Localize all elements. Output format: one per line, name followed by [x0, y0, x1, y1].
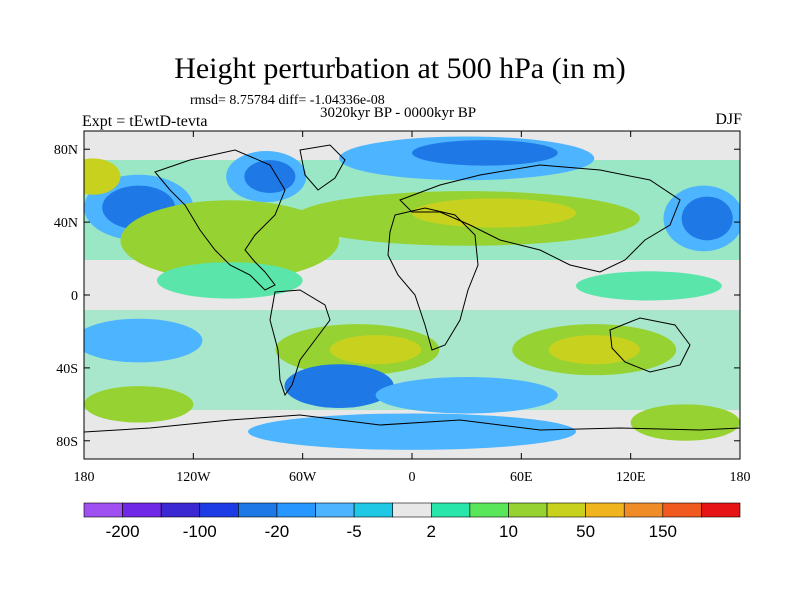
coast-antarctica — [84, 414, 740, 433]
colorbar-label-6: 50 — [576, 522, 595, 541]
colorbar-swatch-1 — [122, 502, 162, 518]
colorbar-label-7: 150 — [649, 522, 677, 541]
period-label: 3020kyr BP - 0000kyr BP — [320, 105, 477, 121]
field-blob-2 — [84, 158, 121, 195]
colorbar-swatch-16 — [701, 502, 741, 518]
field-blob-3 — [120, 200, 340, 281]
map-axes: 80N 40N 0 40S 80S 180 120W 60W 0 60E 120E 180 — [54, 131, 751, 485]
colorbar-swatch-8 — [392, 502, 432, 518]
lon-label-6: 180 — [730, 470, 751, 485]
colorbar-swatch-2 — [160, 502, 201, 518]
coast-greenland — [299, 144, 346, 191]
lat-label-1: 40N — [54, 216, 78, 231]
colorbar-swatch-13 — [585, 502, 625, 518]
colorbar-label-5: 10 — [499, 522, 518, 541]
field-blob-21 — [375, 377, 558, 414]
colorbar-label-4: 2 — [427, 522, 436, 541]
coast-north-america — [154, 149, 286, 291]
field-blob-9 — [412, 198, 576, 228]
colorbar-swatch-10 — [469, 502, 509, 518]
colorbar-swatch-9 — [430, 502, 471, 518]
coast-south-america — [269, 289, 331, 397]
lat-label-2: 0 — [71, 289, 78, 304]
coast-australia — [609, 317, 691, 373]
colorbar: -200 -100 -20 -5 2 10 50 150 — [83, 502, 741, 541]
colorbar-label-1: -100 — [183, 522, 217, 541]
field-blob-20 — [284, 364, 394, 408]
field-blob-23 — [630, 404, 740, 441]
colorbar-swatch-11 — [508, 502, 548, 518]
colorbar-swatch-7 — [353, 502, 394, 518]
lon-label-0: 180 — [74, 470, 95, 485]
colorbar-swatch-4 — [238, 502, 278, 518]
colorbar-swatch-5 — [276, 502, 316, 518]
colorbar-swatch-15 — [662, 502, 702, 518]
field-blob-5 — [244, 160, 296, 193]
field-blob-19 — [548, 335, 640, 365]
field-layer — [84, 131, 740, 459]
coastlines — [84, 144, 740, 433]
colorbar-swatch-12 — [546, 502, 586, 518]
plot-title: Height perturbation at 500 hPa (in m) — [174, 52, 626, 85]
colorbar-swatch-14 — [623, 502, 664, 518]
colorbar-swatch-3 — [199, 502, 239, 518]
lat-label-3: 40S — [56, 362, 78, 377]
field-blob-14 — [84, 318, 203, 363]
colorbar-label-0: -200 — [106, 522, 140, 541]
field-blob-22 — [248, 413, 576, 450]
stats-text: rmsd= 8.75784 diff= -1.04336e-08 — [190, 93, 385, 108]
colorbar-swatch-6 — [315, 502, 355, 518]
field-blob-17 — [330, 335, 422, 365]
colorbar-label-3: -5 — [347, 522, 362, 541]
field-blob-11 — [681, 196, 733, 241]
lon-label-4: 60E — [510, 470, 533, 485]
coast-eurasia — [399, 164, 681, 273]
lat-label-4: 80S — [56, 435, 78, 450]
field-blob-12 — [156, 262, 303, 299]
lon-label-5: 120E — [616, 470, 646, 485]
field-blob-7 — [412, 140, 558, 166]
lat-label-0: 80N — [54, 143, 78, 158]
lon-label-3: 0 — [409, 470, 416, 485]
field-blob-15 — [84, 386, 194, 423]
colorbar-label-2: -20 — [265, 522, 290, 541]
lon-label-2: 60W — [289, 470, 317, 485]
season-label: DJF — [715, 111, 742, 128]
experiment-label: Expt = tEwtD-tevta — [82, 113, 208, 130]
lon-label-1: 120W — [176, 470, 211, 485]
colorbar-swatch-0 — [83, 502, 123, 518]
field-blob-13 — [576, 271, 722, 301]
